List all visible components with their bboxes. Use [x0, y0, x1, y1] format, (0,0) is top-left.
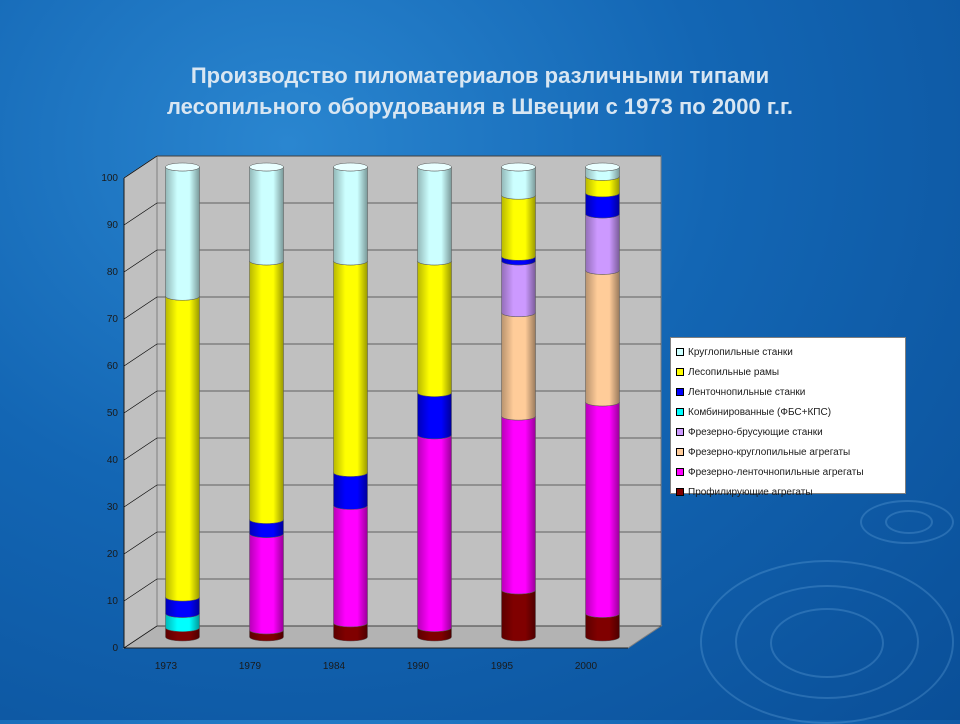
legend-label: Фрезерно-круглопильные агрегаты — [688, 446, 851, 458]
chart-legend: Круглопильные станки Лесопильные рамы Лент… — [670, 337, 906, 498]
gridline — [123, 437, 158, 461]
y-tick-label: 80 — [107, 267, 119, 278]
legend-label: Профилирующие агрегаты — [688, 486, 813, 498]
ripple-decoration — [770, 608, 884, 678]
floor — [122, 625, 663, 649]
legend-label: Фрезерно-брусующие станки — [688, 426, 823, 438]
bar-segment — [249, 166, 284, 266]
bar-segment — [417, 392, 452, 440]
chart-title-line-2: лесопильного оборудования в Швеции с 197… — [166, 94, 794, 119]
gridline — [123, 531, 158, 555]
bar-segment — [501, 195, 536, 261]
legend-item: Профилирующие агрегаты — [675, 482, 905, 502]
bar-top — [333, 162, 368, 172]
gridline — [123, 249, 158, 273]
bar-segment — [333, 505, 368, 628]
y-tick-label: 70 — [107, 314, 119, 325]
ripple-decoration — [735, 585, 919, 699]
gridline — [123, 343, 158, 367]
bar-segment — [165, 166, 200, 301]
legend-item: Фрезерно-ленточнопильные агрегаты — [675, 462, 905, 482]
bar-segment — [501, 260, 536, 317]
legend-item: Фрезерно-круглопильные агрегаты — [675, 442, 905, 462]
bar-segment — [333, 166, 368, 266]
bar-top — [585, 162, 620, 172]
legend-item: Комбинированные (ФБС+КПС) — [675, 402, 905, 422]
bar-top — [501, 162, 536, 172]
y-tick-label: 40 — [107, 455, 119, 466]
legend-swatch — [676, 468, 684, 476]
bar-segment — [249, 260, 284, 524]
bar-top — [417, 162, 452, 172]
y-tick-label: 0 — [112, 643, 118, 654]
bar-segment — [417, 260, 452, 397]
y-tick-label: 90 — [107, 220, 119, 231]
gridline — [123, 296, 158, 320]
ripple-decoration — [885, 510, 933, 534]
legend-label: Фрезерно-ленточнопильные агрегаты — [688, 466, 864, 478]
y-tick-label: 100 — [101, 173, 118, 184]
y-tick-label: 10 — [107, 596, 119, 607]
legend-label: Круглопильные станки — [688, 346, 793, 358]
gridline — [123, 625, 158, 649]
legend-swatch — [676, 428, 684, 436]
bar-segment — [501, 312, 536, 421]
bar-segment — [585, 401, 620, 618]
legend-item: Лесопильные рамы — [675, 362, 905, 382]
bar-top — [249, 162, 284, 172]
legend-item: Ленточнопильные станки — [675, 382, 905, 402]
legend-swatch — [676, 448, 684, 456]
bar-segment — [501, 166, 536, 200]
bar-segment — [417, 434, 452, 632]
legend-swatch — [676, 348, 684, 356]
legend-label: Комбинированные (ФБС+КПС) — [688, 406, 832, 418]
bar-segment — [585, 213, 620, 275]
gridline — [123, 155, 158, 179]
bar-top — [165, 162, 200, 172]
x-tick-label: 1990 — [407, 661, 430, 672]
bar-segment — [501, 589, 536, 642]
gridline — [123, 390, 158, 414]
legend-swatch — [676, 388, 684, 396]
x-tick-label: 1984 — [323, 661, 346, 672]
chart-title: Производство пиломатериалов различными т… — [40, 60, 920, 122]
bar-segment — [417, 166, 452, 266]
bar-segment — [249, 533, 284, 635]
bar-segment — [501, 416, 536, 595]
x-tick-label: 1995 — [491, 661, 514, 672]
y-tick-label: 30 — [107, 502, 119, 513]
y-tick-label: 60 — [107, 361, 119, 372]
legend-item: Фрезерно-брусующие станки — [675, 422, 905, 442]
legend-swatch — [676, 368, 684, 376]
legend-item: Круглопильные станки — [675, 342, 905, 362]
y-tick-label: 50 — [107, 408, 119, 419]
gridline — [123, 202, 158, 226]
x-tick-label: 2000 — [575, 661, 598, 672]
x-tick-label: 1973 — [155, 661, 178, 672]
bar-segment — [333, 260, 368, 477]
bar-segment — [333, 472, 368, 510]
legend-label: Лесопильные рамы — [688, 366, 780, 378]
x-tick-label: 1979 — [239, 661, 262, 672]
gridline — [123, 484, 158, 508]
bar-segment — [585, 270, 620, 407]
legend-swatch — [676, 408, 684, 416]
legend-swatch — [676, 488, 684, 496]
y-tick-label: 20 — [107, 549, 119, 560]
bar-segment — [165, 296, 200, 602]
ripple-decoration — [860, 500, 954, 544]
legend-label: Ленточнопильные станки — [688, 386, 806, 398]
gridline — [123, 578, 158, 602]
chart-title-line-1: Производство пиломатериалов различными т… — [190, 63, 770, 88]
